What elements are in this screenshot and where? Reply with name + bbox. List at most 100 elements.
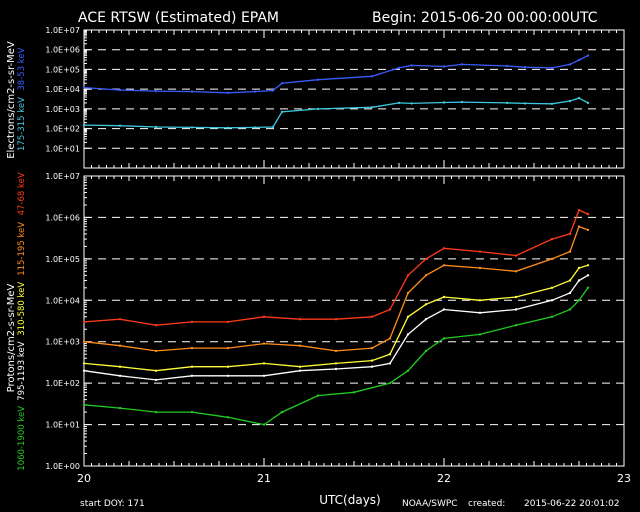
start-doy: start DOY: 171	[80, 499, 145, 509]
data-point	[154, 89, 158, 93]
data-point	[550, 102, 554, 106]
data-point	[586, 212, 590, 216]
data-point	[442, 337, 446, 340]
data-point	[388, 362, 392, 365]
data-point	[410, 102, 413, 105]
data-point	[262, 362, 266, 365]
x-axis-label: UTC(days)	[319, 493, 380, 507]
data-point	[316, 394, 320, 397]
data-point	[514, 324, 518, 327]
data-point	[226, 365, 230, 368]
x-tick-label: 23	[617, 472, 631, 485]
x-tick-label: 20	[77, 472, 91, 485]
data-point	[82, 123, 86, 127]
data-point	[82, 320, 86, 324]
data-point	[226, 416, 230, 419]
data-point	[271, 89, 275, 92]
plot-title: ACE RTSW (Estimated) EPAM	[78, 10, 279, 26]
data-point	[298, 365, 302, 368]
data-point	[334, 349, 338, 353]
data-point	[577, 58, 581, 62]
series-line-175-315-kev	[83, 97, 589, 129]
data-point	[118, 344, 122, 347]
y-tick-label: 1.0E+06	[45, 213, 80, 222]
data-point	[568, 279, 572, 282]
data-point	[190, 410, 194, 414]
proton-panel-y-ticks: 1.0E+00 1.0E+01 1.0E+02 1.0E+03 1.0E+04 1.0E+…	[45, 172, 90, 471]
y-tick-label: 1.0E+05	[45, 65, 80, 74]
data-point	[82, 340, 86, 343]
data-point	[586, 101, 590, 105]
data-point	[226, 91, 230, 95]
data-point	[568, 232, 572, 236]
data-point	[118, 374, 122, 377]
data-point	[586, 264, 590, 267]
data-point	[298, 344, 302, 347]
data-point	[370, 365, 374, 368]
data-point	[190, 126, 194, 129]
data-point	[505, 101, 509, 105]
data-point	[577, 208, 581, 212]
data-point	[352, 391, 356, 394]
data-point	[154, 369, 158, 372]
data-point	[478, 333, 482, 336]
data-point	[271, 125, 275, 129]
data-point	[154, 125, 158, 129]
data-point	[514, 308, 518, 311]
data-point	[334, 362, 338, 365]
data-point	[442, 308, 446, 311]
data-point	[514, 254, 518, 257]
proton-axis-label: Protons/cm2-s-sr-MeV	[6, 283, 17, 392]
data-point	[370, 75, 374, 78]
data-point	[550, 66, 554, 70]
data-point	[154, 324, 158, 327]
data-point	[370, 359, 374, 362]
electron-panel-y-ticks: 1.0E+01 1.0E+02 1.0E+03 1.0E+04 1.0E+05 1.0E+…	[45, 26, 90, 153]
channel-label: 115-195 keV	[17, 222, 27, 276]
data-point	[253, 126, 257, 129]
channel-label: 1060-1900 keV	[17, 406, 27, 471]
data-point	[442, 264, 446, 267]
data-point	[388, 337, 392, 340]
y-tick-label: 1.0E+07	[45, 172, 80, 181]
data-point	[586, 286, 590, 289]
data-point	[406, 291, 410, 295]
data-point	[460, 100, 464, 104]
x-tick-label: 21	[257, 472, 271, 485]
data-point	[370, 346, 374, 350]
data-point	[334, 318, 338, 321]
x-axis-tick-labels: 20 21 22 23	[77, 472, 631, 485]
data-point	[442, 247, 446, 250]
data-point	[316, 78, 320, 81]
begin-time: Begin: 2015-06-20 00:00:00UTC	[372, 10, 598, 26]
data-point	[388, 353, 392, 356]
data-point	[118, 318, 122, 321]
data-point	[253, 90, 257, 93]
data-point	[410, 64, 413, 67]
proton-panel-gridlines	[84, 216, 624, 426]
channel-label: 47-68 keV	[17, 172, 27, 215]
data-point	[550, 237, 554, 241]
data-point	[262, 423, 266, 426]
data-point	[406, 369, 410, 372]
electron-series	[82, 54, 590, 129]
data-point	[568, 250, 572, 253]
data-point	[424, 274, 428, 277]
data-point	[550, 315, 554, 318]
data-point	[118, 365, 122, 368]
data-point	[190, 365, 194, 368]
data-point	[550, 286, 554, 289]
data-point	[154, 410, 158, 414]
data-point	[568, 63, 572, 66]
data-point	[280, 82, 284, 85]
data-point	[577, 225, 581, 228]
y-tick-label: 1.0E+01	[45, 144, 80, 153]
data-point	[262, 342, 266, 345]
data-point	[550, 299, 554, 302]
data-point	[442, 295, 446, 299]
data-point	[514, 295, 518, 299]
data-point	[118, 406, 122, 410]
data-point	[226, 374, 230, 377]
